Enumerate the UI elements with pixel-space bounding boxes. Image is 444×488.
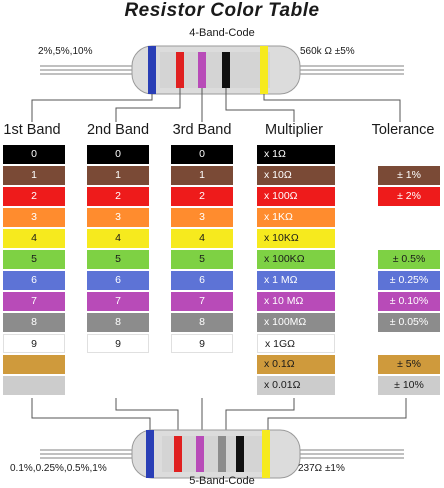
multiplier-cell-yellow: x 10KΩ bbox=[257, 229, 335, 248]
band3-cell-orange: 3 bbox=[171, 208, 233, 227]
band3-cell-grey: 8 bbox=[171, 313, 233, 332]
header-band1: 1st Band bbox=[3, 122, 61, 138]
tolerance-cell-brown: ± 1% bbox=[378, 166, 440, 185]
top-band-1 bbox=[148, 46, 156, 94]
band1-cell-white: 9 bbox=[3, 334, 65, 353]
tolerance-cell-gold: ± 5% bbox=[378, 355, 440, 374]
band2-cell-grey: 8 bbox=[87, 313, 149, 332]
band2-cell-brown: 1 bbox=[87, 166, 149, 185]
band2-cell-yellow: 4 bbox=[87, 229, 149, 248]
band1-cell-violet: 7 bbox=[3, 292, 65, 311]
band1-cell-gold bbox=[3, 355, 65, 374]
header-multiplier: Multiplier bbox=[264, 122, 323, 138]
band2-cell-violet: 7 bbox=[87, 292, 149, 311]
tolerance-cell-green: ± 0.5% bbox=[378, 250, 440, 269]
top-band-2 bbox=[176, 52, 184, 88]
multiplier-cell-violet: x 10 MΩ bbox=[257, 292, 335, 311]
top-band-5 bbox=[260, 46, 268, 94]
band1-cell-black: 0 bbox=[3, 145, 65, 164]
page-title: Resistor Color Table bbox=[124, 0, 320, 21]
header-band2: 2nd Band bbox=[86, 122, 150, 138]
tolerance-cell-silver: ± 10% bbox=[378, 376, 440, 395]
multiplier-cell-brown: x 10Ω bbox=[257, 166, 335, 185]
bottom-left-note: 0.1%,0.25%,0.5%,1% bbox=[10, 463, 107, 474]
band3-cell-violet: 7 bbox=[171, 292, 233, 311]
tolerance-cell-blue: ± 0.25% bbox=[378, 271, 440, 290]
multiplier-cell-green: x 100KΩ bbox=[257, 250, 335, 269]
multiplier-cell-grey: x 100MΩ bbox=[257, 313, 335, 332]
band1-cell-brown: 1 bbox=[3, 166, 65, 185]
band3-cell-yellow: 4 bbox=[171, 229, 233, 248]
header-tolerance: Tolerance bbox=[371, 122, 435, 138]
band3-cell-red: 2 bbox=[171, 187, 233, 206]
bottom-resistor bbox=[40, 429, 404, 479]
band1-cell-green: 5 bbox=[3, 250, 65, 269]
band3-cell-white: 9 bbox=[171, 334, 233, 353]
band1-cell-blue: 6 bbox=[3, 271, 65, 290]
band1-cell-red: 2 bbox=[3, 187, 65, 206]
band2-cell-blue: 6 bbox=[87, 271, 149, 290]
tolerance-cell-violet: ± 0.10% bbox=[378, 292, 440, 311]
band3-cell-brown: 1 bbox=[171, 166, 233, 185]
multiplier-cell-gold: x 0.1Ω bbox=[257, 355, 335, 374]
top-left-note: 2%,5%,10% bbox=[38, 46, 93, 57]
top-band-4 bbox=[222, 52, 230, 88]
top-code-label: 4-Band-Code bbox=[189, 27, 255, 39]
header-band3: 3rd Band bbox=[172, 122, 232, 138]
bottom-band-4 bbox=[218, 436, 226, 472]
band2-cell-orange: 3 bbox=[87, 208, 149, 227]
band1-cell-yellow: 4 bbox=[3, 229, 65, 248]
bottom-band-5 bbox=[236, 436, 244, 472]
band2-cell-white: 9 bbox=[87, 334, 149, 353]
top-resistor bbox=[40, 45, 404, 95]
bottom-right-note: 237Ω ±1% bbox=[298, 463, 345, 474]
top-band-3 bbox=[198, 52, 206, 88]
band3-cell-blue: 6 bbox=[171, 271, 233, 290]
bottom-band-1 bbox=[146, 430, 154, 478]
bottom-band-2 bbox=[174, 436, 182, 472]
multiplier-cell-silver: x 0.01Ω bbox=[257, 376, 335, 395]
band3-cell-black: 0 bbox=[171, 145, 233, 164]
multiplier-cell-blue: x 1 MΩ bbox=[257, 271, 335, 290]
band2-cell-black: 0 bbox=[87, 145, 149, 164]
band1-cell-grey: 8 bbox=[3, 313, 65, 332]
multiplier-cell-red: x 100Ω bbox=[257, 187, 335, 206]
multiplier-cell-orange: x 1KΩ bbox=[257, 208, 335, 227]
band2-cell-green: 5 bbox=[87, 250, 149, 269]
bottom-code-label: 5-Band-Code bbox=[189, 475, 255, 487]
top-right-note: 560k Ω ±5% bbox=[300, 46, 355, 57]
multiplier-cell-white: x 1GΩ bbox=[257, 334, 335, 353]
multiplier-cell-black: x 1Ω bbox=[257, 145, 335, 164]
band3-cell-green: 5 bbox=[171, 250, 233, 269]
band1-cell-orange: 3 bbox=[3, 208, 65, 227]
bottom-band-3 bbox=[196, 436, 204, 472]
band2-cell-red: 2 bbox=[87, 187, 149, 206]
band1-cell-silver bbox=[3, 376, 65, 395]
tolerance-cell-red: ± 2% bbox=[378, 187, 440, 206]
bottom-band-6 bbox=[262, 430, 270, 478]
tolerance-cell-grey: ± 0.05% bbox=[378, 313, 440, 332]
